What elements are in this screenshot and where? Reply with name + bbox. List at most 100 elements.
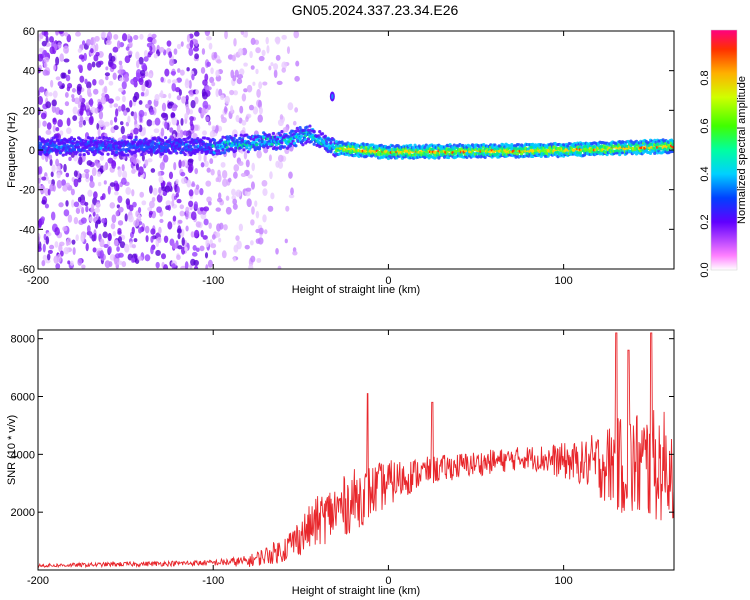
spectrogram-cell — [167, 221, 173, 230]
spectrogram-cell — [163, 154, 169, 163]
spectrogram-cell — [215, 124, 219, 134]
spectrogram-cell — [275, 54, 281, 61]
spectrogram-cell — [231, 54, 236, 62]
spectrogram-cell — [89, 180, 95, 189]
spectrogram-cell — [191, 251, 198, 257]
spectrogram-cell — [65, 74, 71, 82]
spectrogram-cell — [117, 195, 123, 204]
spectrogram-cell — [171, 263, 176, 269]
spectrogram-cell — [40, 112, 47, 120]
spectrogram-cell — [131, 244, 137, 249]
spectrogram-cell — [63, 45, 70, 54]
spectrogram-cell — [252, 106, 259, 115]
spectrogram-cell — [144, 80, 149, 88]
spectrogram-cell — [290, 142, 294, 146]
spectrogram-cell — [112, 46, 119, 53]
spectrogram-cell — [127, 50, 133, 56]
spectrogram-cell — [246, 140, 250, 144]
spectrogram-cell — [104, 72, 111, 77]
spectrogram-cell — [189, 144, 193, 148]
spectrogram-cell — [96, 171, 102, 177]
spectrogram-cell — [38, 86, 45, 93]
spectrogram-cell — [237, 48, 244, 56]
spectrogram-cell — [257, 114, 263, 123]
spectrogram-cell — [185, 212, 189, 220]
spectrogram-cell — [248, 104, 254, 111]
spectrogram-cell — [133, 111, 138, 121]
spectrogram-cell — [295, 126, 299, 130]
spectrogram-cell — [131, 156, 136, 163]
spectrogram-cell — [77, 64, 83, 70]
spectrogram-cell — [250, 65, 255, 70]
spectrogram-cell — [198, 107, 203, 114]
spectrogram-cell — [175, 151, 179, 155]
spectrogram-cell — [63, 163, 67, 173]
spectrogram-cell — [89, 115, 94, 124]
spectrogram-cell — [252, 137, 256, 142]
spectrogram-cell — [250, 37, 256, 45]
spectrogram-cell — [72, 106, 78, 115]
spectrogram-cell — [81, 264, 86, 269]
spectrogram-cell — [148, 51, 153, 56]
spectrogram-cell — [70, 188, 75, 196]
spectrogram-cell — [171, 79, 178, 84]
spectrogram-cell — [141, 83, 146, 92]
spectrogram-cell — [235, 235, 240, 242]
spectrogram-cell — [268, 154, 272, 162]
spectrogram-cell — [172, 215, 177, 222]
spectrogram-cell — [190, 231, 195, 238]
spectrogram-cell — [135, 163, 140, 171]
spectrogram-cell — [110, 222, 116, 230]
spectrogram-cell — [149, 200, 155, 209]
spectrogram-cell — [100, 96, 107, 105]
spectrogram-cell — [232, 136, 236, 140]
spectrogram-cell — [84, 78, 88, 85]
spectrogram-cell — [96, 139, 100, 144]
spectrogram-cell — [154, 117, 161, 126]
spectrogram-cell — [248, 263, 254, 269]
spectrogram-cell — [140, 152, 144, 157]
spectrogram-cell — [41, 40, 47, 47]
spectrogram-cell — [144, 103, 151, 109]
spectrogram-cell — [52, 125, 56, 133]
spectrogram-cell — [100, 152, 105, 156]
snr-ylabel: SNR (10 * v/v) — [6, 415, 18, 485]
spectrogram-cell — [62, 184, 68, 192]
spectrogram-cell — [86, 160, 93, 166]
spectrogram-cell — [78, 54, 85, 60]
spectrogram-cell — [117, 105, 122, 112]
spectrogram-cell — [566, 144, 570, 148]
spectrogram-cell — [85, 205, 89, 213]
spectrogram-cell — [301, 143, 305, 147]
spectrogram-cell — [96, 122, 100, 130]
spectrogram-cell — [155, 261, 160, 269]
spectrogram-cell — [64, 101, 70, 107]
spectrogram-cell — [180, 246, 186, 255]
spectrogram-cell — [188, 47, 194, 57]
spectrogram-cell — [237, 74, 244, 79]
spectrogram-cell — [106, 140, 110, 145]
spectrogram-cell — [145, 88, 149, 97]
spectrogram-cell — [120, 125, 125, 135]
colorbar-gradient — [711, 30, 737, 270]
snr-ytick-label: 2000 — [11, 507, 35, 519]
spectrogram-cell — [225, 206, 232, 215]
spectrogram-cell — [220, 161, 226, 168]
spectrogram-cell — [634, 152, 639, 156]
spectrogram-cell — [132, 201, 137, 208]
spectrogram-cell — [199, 245, 205, 252]
spectrogram-cell — [66, 34, 72, 43]
spectrogram-cell — [38, 246, 42, 252]
spectrogram-cell — [210, 243, 217, 249]
spectrogram-cell — [483, 155, 487, 160]
spectrogram-cell — [155, 249, 161, 256]
spectrogram-cell — [38, 107, 41, 116]
spectrogram-cell — [157, 236, 162, 244]
spectrogram-cell — [246, 84, 253, 93]
spectrogram-cell — [57, 119, 63, 128]
spectrogram-cell — [112, 72, 117, 81]
spectrogram-cell — [52, 90, 58, 99]
spectrogram-cell — [163, 264, 169, 269]
spectrogram-cell — [89, 97, 94, 107]
spectrogram-cell — [243, 151, 248, 160]
